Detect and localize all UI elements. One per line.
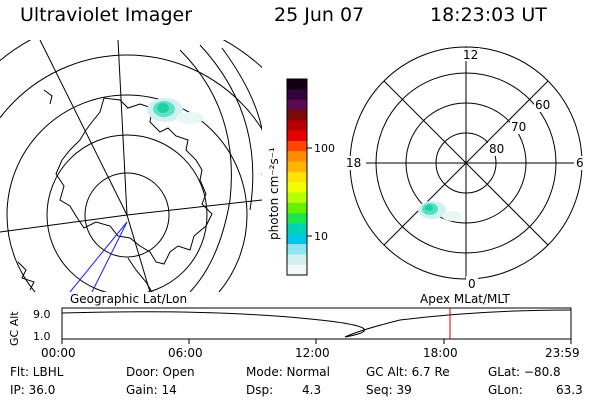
ip-info: IP: 36.0: [10, 383, 56, 397]
y-tick-1: 1.0: [33, 330, 51, 343]
geo-panel-title: Geographic Lat/Lon: [70, 292, 187, 306]
colorbar-cell: [287, 192, 307, 204]
x-tick-2359: 23:59: [545, 346, 580, 360]
mlt-line-diag-2: [383, 80, 549, 246]
colorbar-cell: [287, 161, 307, 173]
antarctica-coastline: [55, 97, 213, 265]
seq-info: Seq: 39: [366, 383, 412, 397]
mlt-label-0: 0: [468, 277, 476, 291]
colorbar-label-10: 10: [314, 230, 328, 243]
mlt-label-bg-0: [466, 276, 478, 290]
mlt-label-bg-12: [460, 48, 480, 61]
mlt-label-18: 18: [346, 156, 361, 170]
glat-info: GLat: −80.8: [488, 365, 561, 379]
apex-panel-title: Apex MLat/MLT: [420, 292, 510, 306]
glon-value: 63.3: [556, 383, 583, 397]
map-meridian-5: [126, 214, 151, 292]
map-track-line-2: [91, 221, 128, 292]
map-lat-circle-1: [6, 94, 248, 292]
colorbar-cell: [287, 202, 307, 214]
mlt-label-6: 6: [576, 156, 584, 170]
colorbar: [287, 79, 307, 276]
map-meridian-4: [126, 199, 262, 216]
colorbar-cell: [287, 130, 307, 142]
gain-info: Gain: 14: [126, 383, 177, 397]
mlat-label-80: 80: [489, 142, 504, 156]
colorbar-cell: [287, 79, 307, 90]
colorbar-cell: [287, 99, 307, 111]
x-tick-1200: 12:00: [295, 346, 330, 360]
filter-info: Flt: LBHL: [10, 365, 64, 379]
time-label: 18:23:03 UT: [430, 4, 547, 26]
mlat-label-bg-60: [534, 98, 554, 112]
gc-alt-axis-label: GC Alt: [8, 311, 21, 346]
colorbar-cell: [287, 120, 307, 132]
mlat-label-60: 60: [535, 98, 550, 112]
colorbar-cell: [287, 254, 307, 266]
colorbar-cell: [287, 223, 307, 235]
x-tick-0000: 00:00: [41, 346, 76, 360]
right-aurora-spot: [418, 201, 462, 221]
colorbar-cell: [287, 244, 307, 255]
map-arc-2: [199, 44, 254, 211]
colorbar-cell: [287, 171, 307, 183]
magnetic-polar-plot: [349, 46, 583, 280]
colorbar-label-100: 100: [314, 142, 335, 155]
mlat-label-bg-70: [510, 120, 530, 134]
map-lat-circle-3: [84, 172, 170, 258]
coast-fragment-3: [43, 89, 53, 105]
gc-alt-info: GC Alt: 6.7 Re: [366, 365, 450, 379]
dsp-value: 4.3: [302, 383, 322, 397]
colorbar-cell: [287, 213, 307, 224]
app-title: Ultraviolet Imager: [20, 4, 193, 26]
date-label: 25 Jun 07: [274, 4, 365, 26]
colorbar-cell: [287, 264, 307, 276]
map-track-line-1: [69, 221, 128, 292]
map-meridian-1: [39, 40, 128, 216]
coast-fragment-1: [17, 261, 35, 291]
map-lat-circle-edge: [0, 54, 262, 131]
door-info: Door: Open: [126, 365, 195, 379]
map-arc-3: [221, 47, 262, 175]
x-tick-0600: 06:00: [168, 346, 203, 360]
mlt-label-12: 12: [463, 48, 478, 62]
colorbar-unit-label: photon cm⁻²s⁻¹: [267, 147, 281, 240]
colorbar-cell: [287, 140, 307, 152]
y-tick-9: 9.0: [33, 308, 51, 321]
map-meridian-2: [117, 40, 128, 216]
x-tick-1800: 18:00: [423, 346, 458, 360]
coast-fragment-2: [127, 257, 153, 292]
colorbar-cell: [287, 233, 307, 245]
colorbar-cell: [287, 89, 307, 101]
map-arc-1: [179, 49, 232, 292]
geographic-map: [0, 40, 262, 292]
colorbar-cell: [287, 151, 307, 163]
altitude-curve: [61, 309, 572, 338]
colorbar-frame: [286, 78, 308, 276]
mlt-label-bg-6: [574, 156, 586, 170]
glon-info: GLon:: [488, 383, 523, 397]
altitude-plot-frame: [61, 307, 572, 340]
x-ticks: [61, 339, 572, 344]
mlt-label-bg-18: [344, 156, 366, 170]
mlat-label-bg-80: [488, 142, 508, 156]
mlat-label-70: 70: [511, 120, 526, 134]
colorbar-cell: [287, 182, 307, 193]
mode-info: Mode: Normal: [246, 365, 330, 379]
map-lat-circle-2: [46, 134, 208, 292]
map-meridian-3: [0, 214, 128, 233]
colorbar-cell: [287, 109, 307, 121]
dsp-info: Dsp:: [246, 383, 274, 397]
left-aurora-spot: [147, 98, 204, 124]
